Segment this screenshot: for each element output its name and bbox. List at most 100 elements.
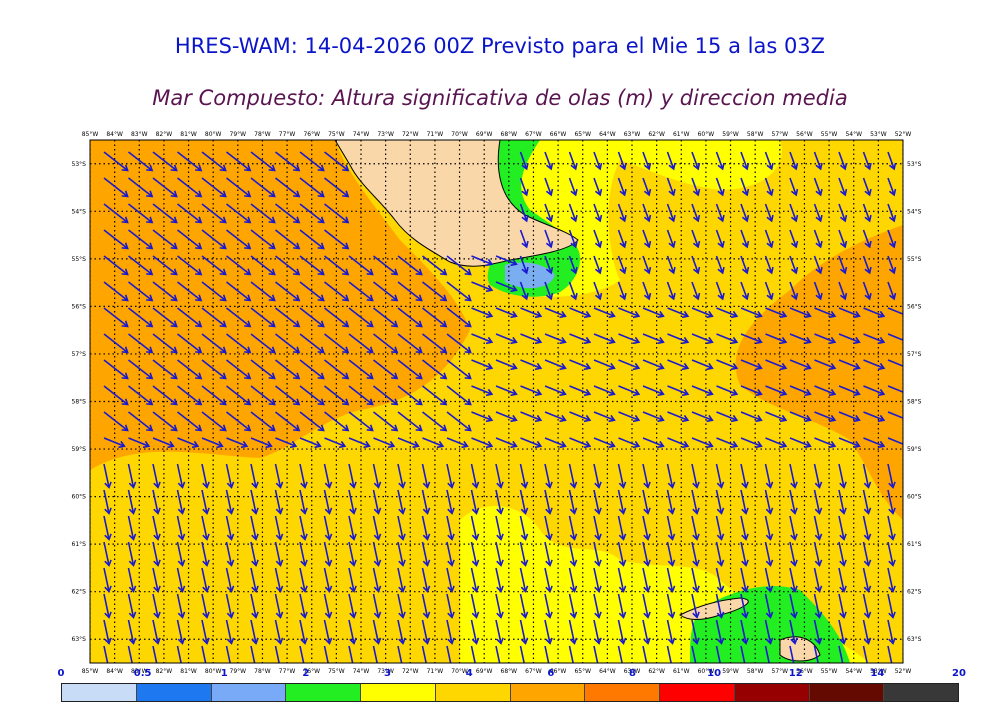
direction-arrow	[446, 385, 472, 406]
direction-arrow	[495, 619, 502, 644]
direction-arrow	[250, 411, 276, 432]
direction-arrowhead	[828, 440, 837, 449]
direction-arrowhead	[195, 372, 203, 380]
direction-arrow	[470, 463, 478, 488]
direction-arrowhead	[877, 414, 886, 423]
direction-arrow	[177, 151, 202, 172]
direction-arrow	[225, 619, 233, 644]
direction-arrowhead	[153, 481, 161, 489]
direction-arrow	[446, 515, 453, 540]
direction-arrowhead	[583, 362, 592, 371]
direction-arrow	[863, 307, 885, 317]
direction-arrowhead	[251, 533, 259, 541]
direction-arrowhead	[706, 388, 714, 397]
direction-arrow	[813, 567, 821, 592]
direction-arrow	[495, 359, 517, 369]
direction-arrow	[348, 437, 370, 447]
direction-arrowhead	[447, 637, 455, 645]
direction-arrowhead	[471, 585, 480, 593]
direction-arrow	[568, 229, 577, 248]
direction-arrowhead	[300, 481, 308, 489]
direction-arrowhead	[730, 414, 739, 423]
longitude-label: 85°W	[82, 131, 99, 138]
direction-arrow	[471, 333, 493, 343]
direction-arrow	[299, 281, 325, 302]
direction-arrowhead	[569, 559, 578, 567]
direction-arrowhead	[692, 240, 701, 249]
direction-arrowhead	[570, 266, 578, 275]
direction-arrow	[495, 593, 502, 618]
legend-swatch	[809, 684, 885, 701]
direction-arrow	[348, 645, 354, 663]
direction-arrow	[324, 151, 349, 172]
direction-arrow	[299, 307, 325, 328]
direction-arrow	[666, 619, 674, 644]
direction-arrowhead	[765, 611, 774, 619]
direction-arrowhead	[643, 292, 652, 301]
legend-label: 2	[302, 668, 310, 679]
latitude-label: 53°S	[72, 161, 87, 168]
direction-arrowhead	[485, 284, 494, 293]
direction-arrowhead	[349, 481, 357, 489]
direction-arrowhead	[717, 240, 725, 249]
direction-arrow	[152, 255, 178, 276]
longitude-label: 55°W	[821, 131, 838, 138]
direction-arrowhead	[275, 559, 284, 567]
direction-arrow	[863, 437, 885, 447]
direction-arrowhead	[681, 362, 690, 371]
direction-arrowhead	[863, 637, 872, 645]
direction-arrowhead	[398, 559, 406, 567]
direction-arrow	[887, 645, 893, 663]
direction-arrowhead	[681, 310, 690, 319]
direction-arrowhead	[741, 637, 749, 645]
direction-arrowhead	[839, 585, 847, 593]
direction-arrow	[789, 255, 797, 274]
direction-arrowhead	[471, 637, 480, 645]
direction-arrowhead	[422, 481, 431, 489]
direction-arrow	[716, 307, 738, 317]
direction-arrowhead	[496, 637, 504, 645]
direction-arrow	[323, 567, 331, 592]
longitude-label: 75°W	[328, 668, 345, 675]
direction-arrowhead	[594, 162, 603, 171]
direction-arrowhead	[545, 162, 554, 171]
direction-arrowhead	[668, 266, 676, 275]
direction-arrowhead	[716, 533, 725, 541]
direction-arrow	[495, 385, 517, 395]
direction-arrow	[495, 333, 517, 343]
direction-arrow	[520, 385, 542, 395]
direction-arrow	[691, 515, 698, 540]
legend-label: 4	[465, 668, 473, 679]
direction-arrowhead	[779, 310, 788, 319]
direction-arrow	[372, 515, 380, 540]
direction-arrowhead	[608, 388, 616, 397]
direction-arrow	[813, 619, 821, 644]
direction-arrowhead	[128, 637, 137, 645]
direction-arrowhead	[440, 346, 448, 354]
direction-arrow	[152, 359, 178, 380]
direction-arrowhead	[741, 266, 750, 275]
direction-arrowhead	[275, 585, 284, 593]
direction-arrowhead	[877, 388, 886, 397]
direction-arrowhead	[569, 637, 578, 645]
direction-arrowhead	[534, 414, 543, 423]
direction-arrowhead	[128, 611, 137, 619]
direction-arrow	[103, 463, 110, 488]
direction-arrowhead	[814, 481, 823, 489]
direction-arrow	[642, 229, 650, 248]
direction-arrowhead	[202, 637, 210, 645]
direction-arrowhead	[521, 162, 529, 171]
direction-arrow	[274, 541, 282, 566]
direction-arrow	[201, 177, 227, 198]
direction-arrowhead	[559, 388, 567, 397]
direction-arrowhead	[342, 424, 350, 432]
direction-arrow	[544, 281, 552, 300]
direction-arrow	[887, 567, 894, 592]
direction-arrowhead	[594, 637, 602, 645]
direction-arrowhead	[244, 424, 252, 432]
direction-arrowhead	[569, 533, 578, 541]
direction-arrowhead	[317, 372, 325, 380]
longitude-label: 54°W	[845, 668, 862, 675]
direction-arrowhead	[755, 414, 763, 423]
direction-arrowhead	[790, 214, 799, 223]
